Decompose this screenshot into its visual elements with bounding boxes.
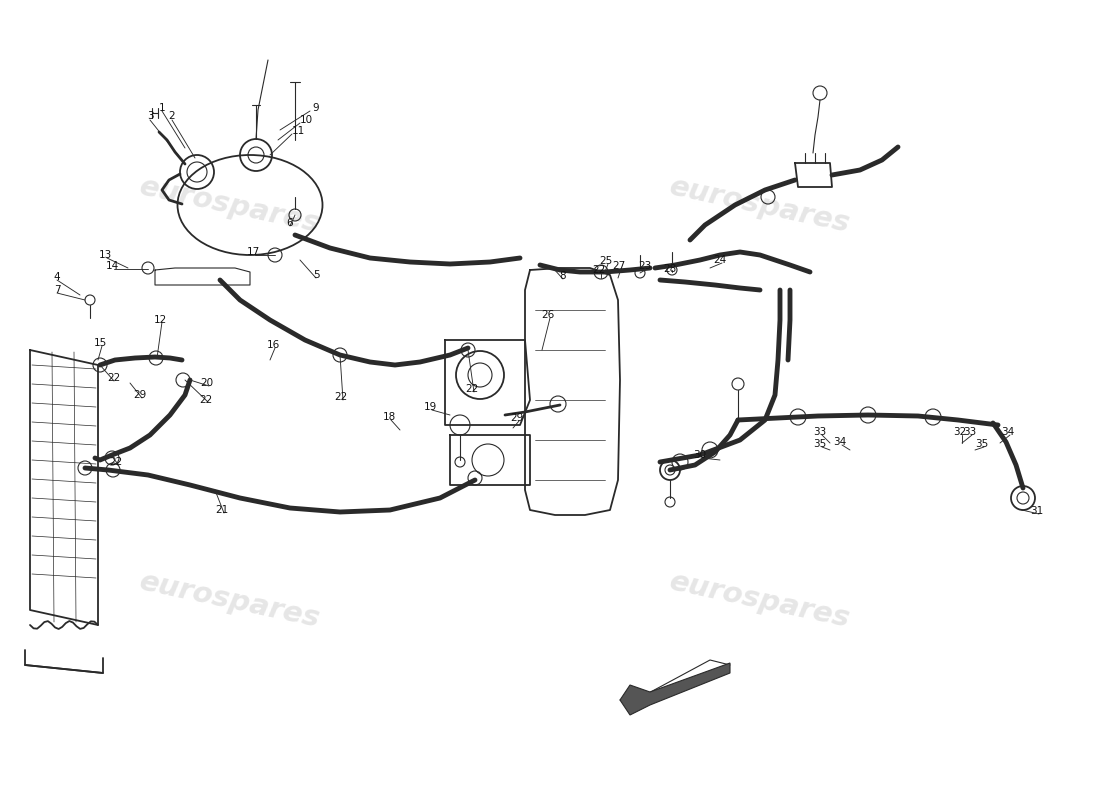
Text: 10: 10: [299, 115, 312, 125]
Text: 11: 11: [292, 126, 305, 136]
Text: 8: 8: [560, 271, 566, 281]
Text: 29: 29: [510, 413, 524, 423]
Text: 25: 25: [600, 256, 613, 266]
Text: 30: 30: [693, 450, 706, 460]
Text: 22: 22: [108, 373, 121, 383]
Text: 22: 22: [465, 384, 478, 394]
Text: 32: 32: [954, 427, 967, 437]
Text: eurospares: eurospares: [138, 567, 323, 633]
Text: 1: 1: [158, 103, 165, 113]
Text: 33: 33: [813, 427, 826, 437]
Text: 29: 29: [133, 390, 146, 400]
Text: eurospares: eurospares: [667, 172, 852, 238]
Text: 28: 28: [663, 264, 676, 274]
Text: 18: 18: [383, 412, 396, 422]
Text: 16: 16: [266, 340, 279, 350]
Text: 22: 22: [593, 265, 606, 275]
Text: 34: 34: [834, 437, 847, 447]
Text: 22: 22: [334, 392, 348, 402]
Text: 33: 33: [964, 427, 977, 437]
Text: 27: 27: [613, 261, 626, 271]
Text: 6: 6: [287, 218, 294, 228]
Polygon shape: [620, 663, 730, 715]
Text: 2: 2: [168, 111, 175, 121]
Text: 35: 35: [813, 439, 826, 449]
Text: 17: 17: [246, 247, 260, 257]
Text: 24: 24: [714, 255, 727, 265]
Text: 31: 31: [1031, 506, 1044, 516]
Text: 22: 22: [199, 395, 212, 405]
Text: 22: 22: [109, 457, 122, 467]
Text: 35: 35: [976, 439, 989, 449]
Text: 3: 3: [146, 111, 153, 121]
Text: 13: 13: [98, 250, 111, 260]
Text: 15: 15: [94, 338, 107, 348]
Text: 26: 26: [541, 310, 554, 320]
Text: 7: 7: [54, 285, 60, 295]
Text: 21: 21: [216, 505, 229, 515]
Text: 14: 14: [106, 261, 119, 271]
Text: 4: 4: [54, 272, 60, 282]
Text: eurospares: eurospares: [138, 172, 323, 238]
Text: 20: 20: [200, 378, 213, 388]
Text: 5: 5: [312, 270, 319, 280]
Text: 19: 19: [424, 402, 437, 412]
Text: 9: 9: [312, 103, 319, 113]
Text: eurospares: eurospares: [667, 567, 852, 633]
Text: 23: 23: [638, 261, 651, 271]
Text: 34: 34: [1001, 427, 1014, 437]
Text: 12: 12: [153, 315, 166, 325]
